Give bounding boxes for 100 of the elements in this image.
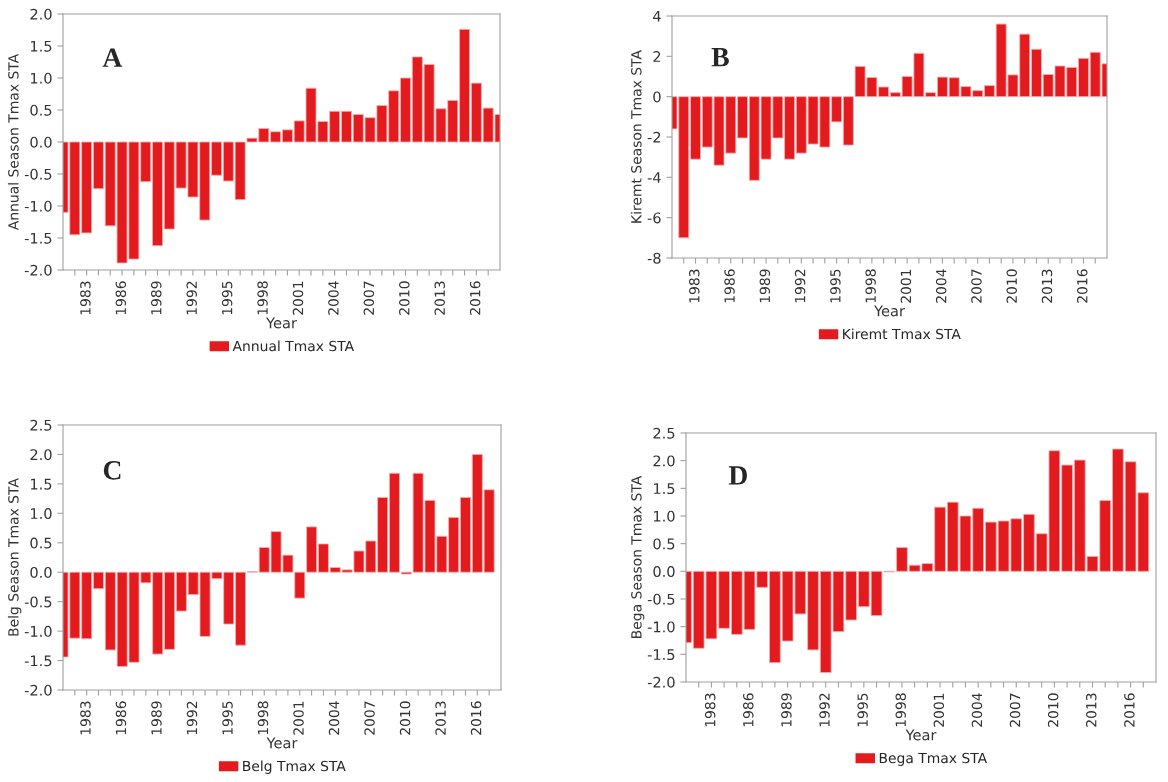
x-tick-label: 2007 xyxy=(971,269,982,303)
y-tick-label: -6 xyxy=(647,212,661,224)
x-tick-label: 2007 xyxy=(1009,693,1021,727)
y-tick-label: 2 xyxy=(653,51,661,62)
x-tick-label: 2016 xyxy=(469,281,481,315)
y-tick-label: -2 xyxy=(647,131,661,143)
x-tick-label: 1983 xyxy=(80,701,91,735)
y-tick-label: 4 xyxy=(653,10,661,22)
x-tick-label: 2001 xyxy=(933,693,945,727)
y-tick-label: -2.0 xyxy=(647,676,675,688)
legend-label: Bega Tmax STA xyxy=(879,752,988,766)
x-tick-label: 2004 xyxy=(328,701,340,735)
x-tick-label: 1989 xyxy=(759,269,771,303)
y-tick-label: 2.0 xyxy=(30,8,52,20)
y-axis-title: Bega Season Tmax STA xyxy=(631,475,645,638)
y-tick-label: -1.0 xyxy=(24,200,52,212)
y-tick-label: -1.5 xyxy=(647,649,675,661)
y-tick-label: 1.0 xyxy=(30,72,52,84)
x-tick-label: 1986 xyxy=(724,269,735,303)
x-tick-label: 1992 xyxy=(794,269,806,303)
x-tick-label: 2010 xyxy=(1047,693,1059,727)
x-tick-label: 2001 xyxy=(293,701,304,735)
y-tick-label: -0.5 xyxy=(24,168,52,180)
x-tick-label: 2013 xyxy=(434,281,445,315)
x-tick-label: 1983 xyxy=(689,269,700,303)
y-tick-label: 2.5 xyxy=(30,419,52,431)
y-tick-label: -0.5 xyxy=(647,593,675,605)
x-tick-label: 1986 xyxy=(115,701,127,735)
annotation: D xyxy=(728,466,747,485)
legend-label: Kiremt Tmax STA xyxy=(843,328,961,340)
x-tick-label: 1986 xyxy=(743,693,754,727)
y-tick-label: 0 xyxy=(653,91,661,103)
y-tick-label: 1.0 xyxy=(30,508,52,520)
y-tick-label: -2.0 xyxy=(24,264,52,276)
annotation: B xyxy=(711,48,729,67)
x-tick-label: 1998 xyxy=(257,281,268,315)
y-tick-label: -4 xyxy=(647,172,661,183)
x-tick-label: 1995 xyxy=(857,693,868,727)
x-axis-title: Year xyxy=(266,737,298,749)
x-axis-title: Year xyxy=(266,317,297,329)
y-tick-label: 1.5 xyxy=(30,478,52,490)
y-tick-label: 0.5 xyxy=(30,104,52,116)
x-tick-label: 2001 xyxy=(900,269,912,303)
x-tick-label: 1998 xyxy=(865,269,876,303)
x-tick-label: 1989 xyxy=(151,701,162,735)
x-tick-label: 1998 xyxy=(895,693,906,727)
x-tick-label: 1986 xyxy=(115,281,127,315)
x-tick-label: 2010 xyxy=(1006,269,1017,303)
x-tick-label: 1983 xyxy=(80,281,91,315)
y-tick-label: 0.0 xyxy=(653,566,675,578)
y-axis-title: Annual Season Tmax STA xyxy=(7,53,19,231)
y-tick-label: 1.5 xyxy=(30,40,52,52)
x-tick-label: 2010 xyxy=(399,281,410,315)
x-tick-label: 2016 xyxy=(1077,269,1088,303)
x-tick-label: 1998 xyxy=(257,701,269,735)
x-tick-label: 1992 xyxy=(186,701,198,735)
x-tick-label: 2001 xyxy=(292,281,304,315)
x-tick-label: 1983 xyxy=(704,693,716,727)
y-tick-label: 0.0 xyxy=(30,566,52,578)
y-tick-label: 2.5 xyxy=(653,427,675,439)
x-tick-label: 2004 xyxy=(935,269,947,303)
x-axis-title: Year xyxy=(905,729,937,741)
legend-label: Annual Tmax STA xyxy=(232,340,354,352)
x-tick-label: 1995 xyxy=(830,269,841,303)
x-tick-label: 2016 xyxy=(1124,693,1135,727)
y-tick-label: 0.0 xyxy=(30,136,52,148)
annotation: C xyxy=(103,460,121,480)
y-tick-label: 0.5 xyxy=(30,537,52,549)
x-tick-label: 1992 xyxy=(819,693,830,727)
y-tick-label: -8 xyxy=(647,252,661,264)
x-tick-label: 2007 xyxy=(363,281,375,315)
y-tick-label: -0.5 xyxy=(24,596,52,608)
y-tick-label: -1.0 xyxy=(24,625,52,637)
y-tick-label: -1.5 xyxy=(24,232,52,244)
y-tick-label: -1.5 xyxy=(24,655,52,667)
x-tick-label: 2004 xyxy=(328,281,339,315)
x-tick-label: 1989 xyxy=(151,281,162,315)
y-tick-label: 1.0 xyxy=(653,510,675,522)
y-tick-label: -2.0 xyxy=(24,684,52,696)
x-tick-label: 2013 xyxy=(1086,693,1097,727)
x-tick-label: 2004 xyxy=(971,693,983,727)
y-axis-title: Belg Season Tmax STA xyxy=(7,478,22,636)
x-axis-title: Year xyxy=(874,305,905,317)
x-tick-label: 2013 xyxy=(435,701,446,735)
annotation: A xyxy=(102,48,123,67)
y-tick-label: 2.0 xyxy=(30,449,52,461)
y-tick-label: 2.0 xyxy=(653,455,675,467)
x-tick-label: 1995 xyxy=(222,701,233,735)
y-axis-title: Kiremt Season Tmax STA xyxy=(630,50,642,223)
x-tick-label: 2013 xyxy=(1041,269,1053,303)
legend-label: Belg Tmax STA xyxy=(243,760,346,774)
x-tick-label: 1992 xyxy=(186,281,197,315)
y-tick-label: 0.5 xyxy=(653,538,675,550)
x-tick-label: 1995 xyxy=(221,281,233,315)
x-tick-label: 2007 xyxy=(364,701,375,735)
x-tick-label: 1989 xyxy=(781,693,792,727)
x-tick-label: 2016 xyxy=(470,701,482,735)
y-tick-label: 1.5 xyxy=(653,483,675,495)
y-tick-label: -1.0 xyxy=(647,621,675,633)
x-tick-label: 2010 xyxy=(399,701,411,735)
